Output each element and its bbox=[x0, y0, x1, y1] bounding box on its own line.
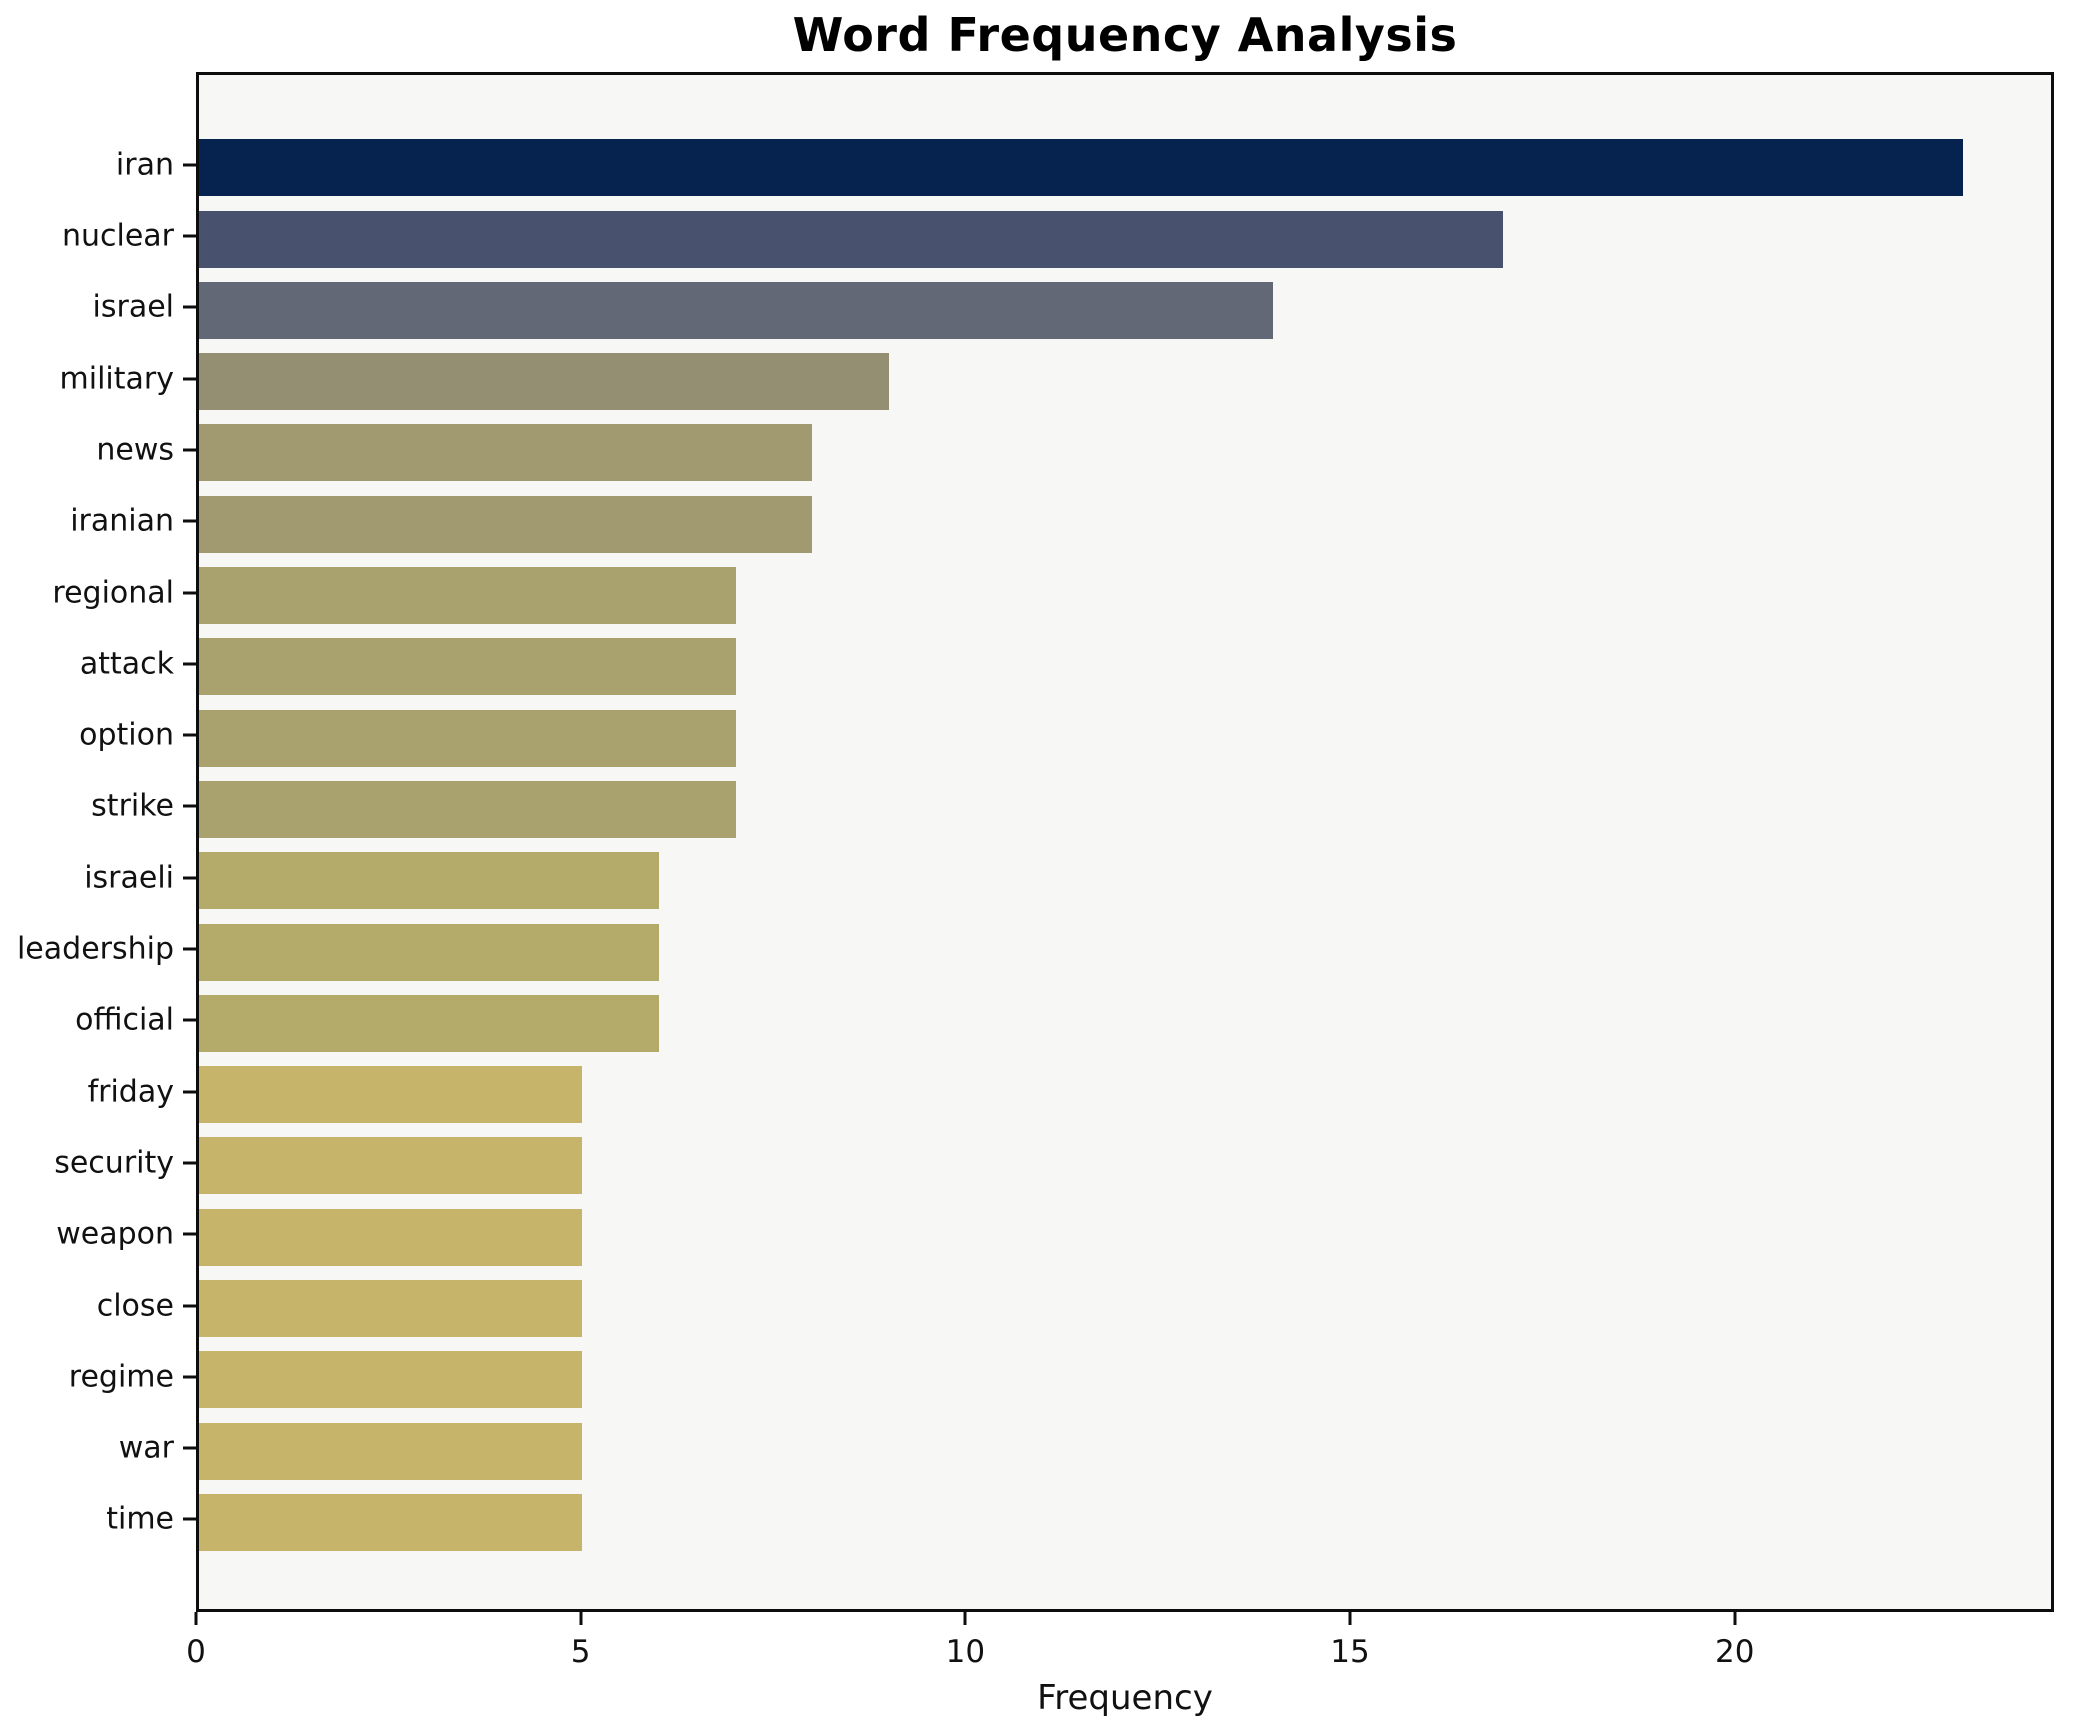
y-label-news: news bbox=[96, 432, 174, 468]
bar-security bbox=[199, 1137, 583, 1195]
x-tick-label: 5 bbox=[570, 1634, 591, 1670]
y-label-weapon: weapon bbox=[56, 1216, 174, 1252]
y-label-official: official bbox=[75, 1002, 174, 1038]
y-label-iran: iran bbox=[115, 147, 174, 183]
bar-war bbox=[199, 1422, 583, 1480]
y-label-war: war bbox=[118, 1430, 174, 1466]
x-tick-mark bbox=[963, 1612, 967, 1625]
x-tick-label: 10 bbox=[945, 1634, 986, 1670]
bar-official bbox=[199, 994, 660, 1052]
y-label-strike: strike bbox=[91, 788, 174, 824]
bar-regime bbox=[199, 1351, 583, 1409]
y-tick-mark bbox=[183, 876, 196, 880]
bar-weapon bbox=[199, 1208, 583, 1266]
y-tick-mark bbox=[183, 804, 196, 808]
x-axis-title: Frequency bbox=[1037, 1678, 1213, 1718]
plot-area bbox=[196, 72, 2054, 1612]
y-tick-mark bbox=[183, 947, 196, 951]
y-tick-mark bbox=[183, 591, 196, 594]
y-tick-mark bbox=[183, 163, 196, 167]
bar-time bbox=[199, 1493, 583, 1551]
y-tick-mark bbox=[183, 519, 196, 523]
x-tick-mark bbox=[579, 1612, 583, 1625]
y-label-military: military bbox=[59, 361, 174, 397]
y-label-attack: attack bbox=[79, 646, 174, 682]
x-tick-mark bbox=[1348, 1612, 1352, 1625]
y-tick-mark bbox=[183, 1517, 196, 1521]
bar-military bbox=[199, 353, 890, 411]
x-tick-label: 20 bbox=[1714, 1634, 1755, 1670]
y-axis-ticks bbox=[183, 72, 196, 1612]
x-tick-mark bbox=[1733, 1612, 1737, 1625]
y-label-close: close bbox=[96, 1288, 174, 1323]
x-tick-label: 0 bbox=[186, 1634, 206, 1670]
y-label-option: option bbox=[79, 717, 174, 753]
y-tick-mark bbox=[183, 448, 196, 452]
bar-close bbox=[199, 1280, 583, 1337]
y-tick-mark bbox=[183, 662, 196, 666]
bar-attack bbox=[199, 638, 736, 696]
y-tick-mark bbox=[183, 1090, 196, 1094]
bar-option bbox=[199, 709, 736, 767]
bar-iranian bbox=[199, 495, 813, 553]
bar-leadership bbox=[199, 923, 660, 981]
bar-friday bbox=[199, 1066, 583, 1124]
y-label-friday: friday bbox=[87, 1074, 174, 1110]
y-label-regime: regime bbox=[68, 1359, 174, 1395]
y-tick-mark bbox=[183, 234, 196, 238]
y-tick-mark bbox=[183, 1161, 196, 1165]
bar-regional bbox=[199, 567, 736, 624]
y-tick-mark bbox=[183, 1446, 196, 1450]
y-label-nuclear: nuclear bbox=[61, 218, 174, 254]
y-label-israel: israel bbox=[92, 289, 174, 325]
y-label-regional: regional bbox=[52, 575, 174, 610]
chart-title: Word Frequency Analysis bbox=[792, 8, 1458, 62]
x-tick-label: 15 bbox=[1330, 1634, 1370, 1670]
y-label-iranian: iranian bbox=[70, 503, 174, 539]
bar-strike bbox=[199, 780, 736, 838]
y-tick-mark bbox=[183, 1232, 196, 1236]
bar-israel bbox=[199, 281, 1273, 339]
y-tick-mark bbox=[183, 305, 196, 309]
x-axis: 0 5 10 15 20 bbox=[186, 1612, 2054, 1722]
y-tick-mark bbox=[183, 1375, 196, 1379]
y-tick-mark bbox=[183, 377, 196, 381]
y-label-leadership: leadership bbox=[16, 931, 174, 967]
bar-israeli bbox=[199, 852, 660, 910]
bar-iran bbox=[199, 139, 1963, 197]
y-tick-mark bbox=[183, 733, 196, 737]
bar-news bbox=[199, 424, 813, 482]
bar-nuclear bbox=[199, 210, 1503, 268]
y-label-time: time bbox=[106, 1501, 174, 1537]
y-tick-mark bbox=[183, 1018, 196, 1022]
y-tick-mark bbox=[183, 1304, 196, 1307]
y-label-security: security bbox=[54, 1145, 174, 1181]
y-label-israeli: israeli bbox=[84, 860, 174, 896]
x-tick-mark bbox=[194, 1612, 198, 1625]
y-axis-labels: iran nuclear israel military news iranian regi… bbox=[0, 72, 174, 1612]
